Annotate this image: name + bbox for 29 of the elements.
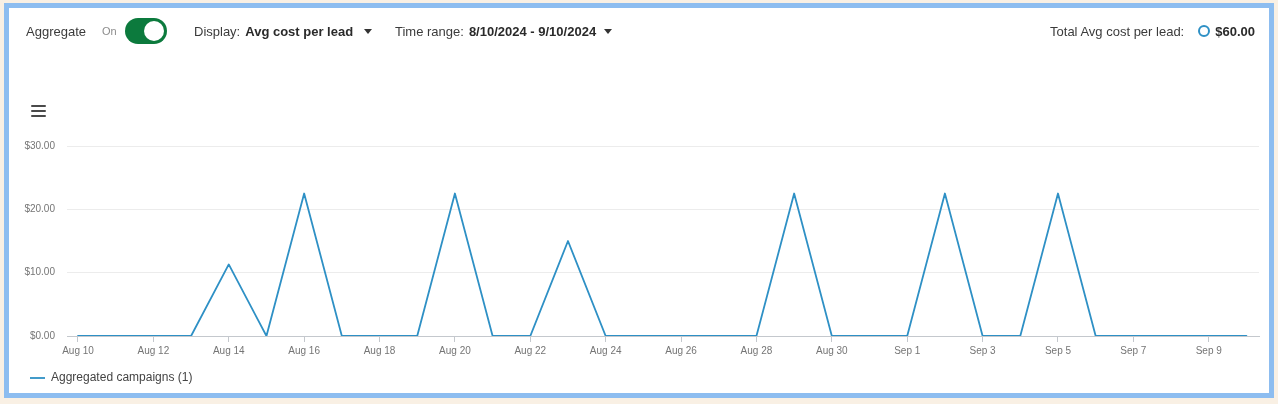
y-tick-label: $10.00	[24, 266, 56, 278]
text: Display:	[194, 23, 241, 39]
x-tick-label: Sep 7	[1120, 344, 1147, 356]
x-tick-label: Aug 22	[514, 344, 547, 356]
text: 8/10/2024 - 9/10/2024	[468, 23, 597, 39]
x-tick-label: Sep 9	[1195, 344, 1223, 356]
x-tick-label: Sep 3	[969, 344, 997, 356]
x-tick-label: Aug 20	[439, 344, 472, 356]
x-tick-label: Aug 14	[212, 344, 246, 356]
x-tick-label: Aug 18	[363, 344, 396, 356]
x-tick-label: Aug 26	[665, 344, 698, 356]
x-tick-label: Sep 5	[1044, 344, 1072, 356]
y-tick-label: $30.00	[24, 139, 56, 151]
x-tick-label: Aug 28	[740, 344, 773, 356]
x-tick-label: Aug 10	[62, 344, 95, 356]
text: Avg cost per lead	[245, 23, 354, 39]
x-tick-label: Aug 16	[288, 344, 321, 356]
x-tick-label: Aug 12	[137, 344, 170, 356]
text: On	[102, 25, 117, 37]
x-tick-label: Sep 1	[894, 344, 921, 356]
y-tick-label: $20.00	[24, 203, 56, 215]
text: Aggregate	[26, 23, 86, 39]
text: Total Avg cost per lead:	[1050, 23, 1185, 39]
x-tick-label: Aug 30	[815, 344, 849, 356]
text: $60.00	[1215, 23, 1255, 39]
y-tick-label: $0.00	[29, 329, 56, 341]
x-tick-label: Aug 24	[589, 344, 622, 356]
legend-label: Aggregated campaigns (1)	[51, 370, 193, 385]
text: Time range:	[395, 23, 464, 39]
